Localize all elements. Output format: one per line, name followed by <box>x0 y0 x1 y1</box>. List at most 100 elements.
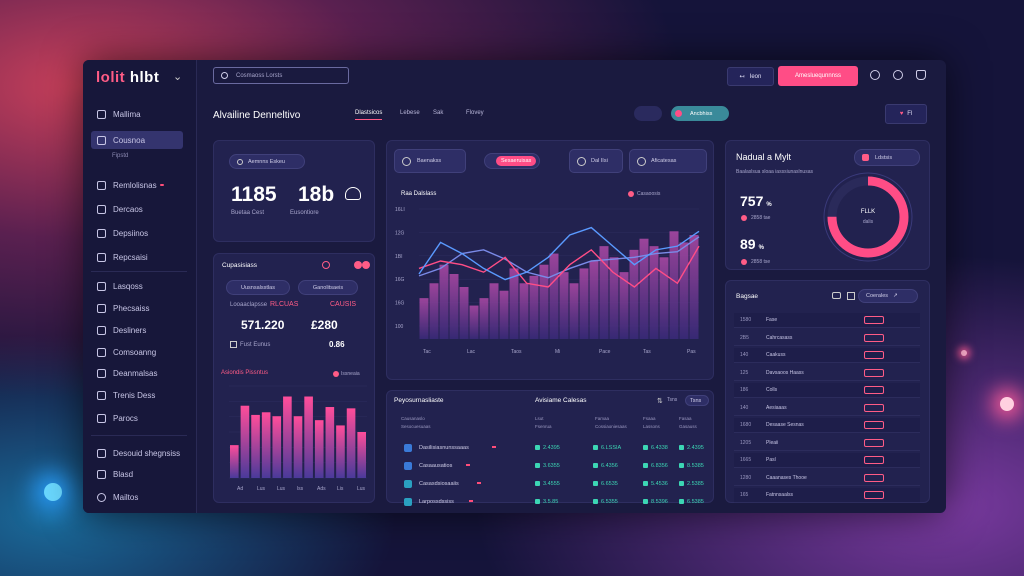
donut-slice <box>827 176 909 258</box>
sidebar-item-15[interactable]: Blasd <box>91 465 183 483</box>
list-item[interactable]: 1205 Pleaii <box>734 436 920 451</box>
sidebar-item-12[interactable]: Trenis Dess <box>91 386 183 404</box>
cell-marker <box>679 481 684 486</box>
inbox-icon <box>97 228 106 238</box>
user-icon[interactable] <box>916 70 926 80</box>
tab-3[interactable]: Sak <box>433 110 444 116</box>
grid-icon[interactable] <box>847 292 855 300</box>
settings-icon <box>97 252 106 262</box>
record-icon <box>675 110 682 117</box>
chart-tab-2[interactable]: Sesaeruisas <box>484 153 540 169</box>
primary-button[interactable]: Amesluequnnnss <box>778 66 858 86</box>
table-button[interactable]: Tsns <box>685 395 709 406</box>
list-item-badge <box>864 403 884 412</box>
table-col-header[interactable]: Gasauss <box>679 424 697 429</box>
secondary-button[interactable]: ↤ Ieon <box>727 67 774 86</box>
list-item[interactable]: 165 Fatnnsaalss <box>734 488 920 503</box>
users-icon <box>97 347 106 357</box>
camera-icon[interactable] <box>832 292 841 299</box>
cell-marker <box>535 445 540 450</box>
list-item[interactable]: 2B5 Cahrcasass <box>734 331 920 346</box>
brand-logo[interactable]: lolit hlbt <box>96 69 160 86</box>
sidebar-item-2[interactable]: Cousnoa <box>91 131 183 149</box>
list-item-label: Caaanases Thooe <box>766 474 807 481</box>
bar-mark <box>459 287 469 339</box>
x-tick-label: Lus <box>277 486 286 492</box>
sidebar-item-7[interactable]: Lasqoss <box>91 277 183 295</box>
sidebar-item-4[interactable]: Dercaos <box>91 200 183 218</box>
sidebar-item-10[interactable]: Comsoanng <box>91 343 183 361</box>
filter-pill-b[interactable]: Ganolitsaeis <box>298 280 358 295</box>
table-col-header[interactable]: Fsaaa <box>643 416 656 421</box>
legend-dot <box>628 191 634 197</box>
list-button[interactable]: Coerales ↗ <box>858 289 918 303</box>
sidebar-item-1[interactable]: Mallima <box>91 105 183 123</box>
table-col-header[interactable]: Fasaa <box>679 416 692 421</box>
table-col-header[interactable]: Causanaslo <box>401 416 425 421</box>
series-line <box>418 245 700 288</box>
table-col-header[interactable]: Cossiaoniesaas <box>595 424 627 429</box>
toggle-pill[interactable]: Ancbhiss <box>671 106 729 121</box>
list-item-number: 1205 <box>740 439 752 446</box>
table-cell: 6.4338 <box>651 445 668 451</box>
tab-1[interactable]: Dlastsicos <box>355 110 383 120</box>
list-item[interactable]: 140 Caakuss <box>734 348 920 363</box>
sidebar-item-16[interactable]: Mailtos <box>91 488 183 506</box>
bar-mark <box>549 253 559 339</box>
list-item-number: 2B5 <box>740 334 749 341</box>
metric-pill[interactable]: Aemnns Eskeu <box>229 154 305 169</box>
sidebar-item-11[interactable]: Deanmalsas <box>91 364 183 382</box>
list-item-badge <box>864 368 884 377</box>
sidebar-item-6[interactable]: Repcsaisi <box>91 248 183 266</box>
stat-sub-a: Fust Eunus <box>240 342 271 348</box>
sidebar-item-9[interactable]: Desliners <box>91 321 183 339</box>
sidebar-item-14[interactable]: Desouid shegnsiss <box>91 444 183 462</box>
arrow-icon: ↤ <box>739 74 745 80</box>
list-item[interactable]: 1580 Fase <box>734 313 920 328</box>
list-item[interactable]: 186 Colls <box>734 383 920 398</box>
table-cell: 3.6355 <box>543 463 560 469</box>
search-input[interactable]: Cosmaoss Lorsts <box>213 67 349 84</box>
settings-icon[interactable] <box>870 70 880 80</box>
sidebar-item-3[interactable]: Remlolisnas <box>91 176 183 194</box>
doc-icon <box>97 448 106 458</box>
refresh-icon[interactable] <box>893 70 903 80</box>
table-cell: 3.5.85 <box>543 499 559 505</box>
bar-mark <box>293 416 303 478</box>
sidebar-item-13[interactable]: Parocs <box>91 409 183 427</box>
donut-button[interactable]: Ldstsis <box>854 149 920 166</box>
tab-2[interactable]: Lebese <box>400 110 420 116</box>
filter-icon[interactable]: ⇅ <box>657 398 663 405</box>
filter-pill-a[interactable]: Uusnsalsstlas <box>226 280 290 295</box>
list-card: Bagsae Coerales ↗ 1580 Fase 2B5 Cahrcasass 14… <box>725 280 930 503</box>
list-item[interactable]: 140 Aesiaaas <box>734 401 920 416</box>
donut-center-label: FLLK <box>860 209 876 215</box>
donut-value-a: 757% <box>740 193 772 209</box>
table-col-header[interactable]: Lsut <box>535 416 544 421</box>
table-col-header[interactable]: Sesocuesuaas <box>401 424 431 429</box>
table-col-header[interactable]: Famaa <box>595 416 610 421</box>
list-item[interactable]: 1280 Caaanases Thooe <box>734 471 920 486</box>
bar-mark <box>357 432 366 478</box>
list-item[interactable]: 1680 Desaase Sesnas <box>734 418 920 433</box>
y-tick-label: 16G <box>395 277 405 283</box>
list-item[interactable]: 1665 Pasl <box>734 453 920 468</box>
sidebar-item-5[interactable]: Depsiinos <box>91 224 183 242</box>
view-toggle[interactable] <box>634 106 662 121</box>
favorite-button[interactable]: ♥ Fl <box>885 104 927 124</box>
chart-tab-3[interactable]: Dal IIsi <box>569 149 623 173</box>
table-col-header[interactable]: Fsenrua <box>535 424 552 429</box>
sidebar-item-8[interactable]: Phecsaiss <box>91 299 183 317</box>
chart-tab-1[interactable]: Baenakss <box>394 149 466 173</box>
list-icon <box>97 325 106 335</box>
row-icon <box>404 444 412 452</box>
chart-tab-4[interactable]: Aficatesas <box>629 149 707 173</box>
pin-icon[interactable] <box>322 261 330 269</box>
table-col-header[interactable]: Lassons <box>643 424 660 429</box>
tab-4[interactable]: Flovey <box>466 110 484 116</box>
home-icon <box>97 109 106 119</box>
list-item[interactable]: 125 Davsaoos Haass <box>734 366 920 381</box>
chevron-down-icon[interactable]: ⌄ <box>173 71 183 83</box>
data-table-card: Peyosurnasliaste Avisiame Calesas ⇅ Tsns… <box>386 390 714 506</box>
sidebar-subitem[interactable]: Fipstd <box>112 153 129 159</box>
